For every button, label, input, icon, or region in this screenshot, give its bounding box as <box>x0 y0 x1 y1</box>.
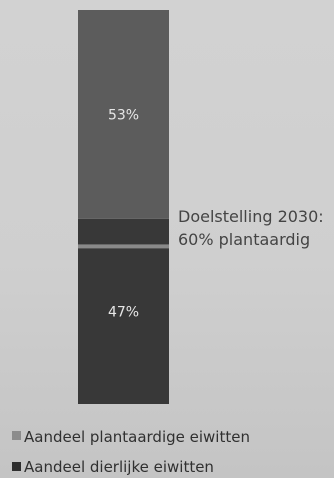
legend-label-plant: Aandeel plantaardige eiwitten <box>24 428 250 446</box>
bar-segment-animal <box>78 218 169 404</box>
bar-label-plant: 53% <box>108 107 139 123</box>
annotation-layer: Doelstelling 2030: 60% plantaardig <box>178 207 324 249</box>
target-annotation-line-2: 60% plantaardig <box>178 230 310 249</box>
legend-swatch-plant <box>12 431 21 440</box>
target-annotation-line-1: Doelstelling 2030: <box>178 207 324 226</box>
legend-swatch-animal <box>12 462 21 471</box>
bar-segment-plant <box>78 10 169 219</box>
target-line <box>78 244 169 249</box>
legend-label-animal: Aandeel dierlijke eiwitten <box>24 458 214 476</box>
bars-layer <box>78 10 169 404</box>
bar-label-animal: 47% <box>108 304 139 320</box>
labels-layer: 47% 53% <box>108 107 139 320</box>
legend: Aandeel plantaardige eiwitten Aandeel di… <box>12 428 250 476</box>
